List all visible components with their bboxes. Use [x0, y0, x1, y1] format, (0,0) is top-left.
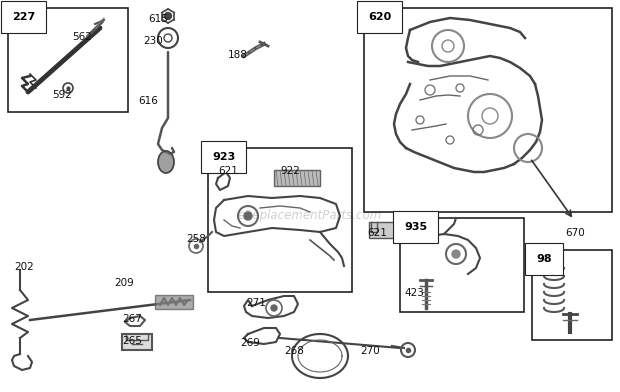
Bar [274, 170, 320, 186]
Text: 620: 620 [368, 12, 391, 22]
Bar [122, 334, 152, 350]
Text: 423: 423 [404, 288, 424, 298]
Bar [8, 8, 128, 112]
Text: 227: 227 [12, 12, 35, 22]
Ellipse shape [158, 151, 174, 173]
Circle shape [271, 305, 277, 311]
Text: 922: 922 [280, 166, 300, 176]
Text: 616: 616 [138, 96, 158, 106]
Text: 615: 615 [148, 14, 168, 24]
Bar [364, 8, 612, 212]
Text: 592: 592 [52, 90, 72, 100]
Text: 202: 202 [14, 262, 33, 272]
Text: 230: 230 [143, 36, 162, 46]
Text: 265: 265 [122, 336, 142, 346]
Circle shape [164, 13, 172, 20]
Circle shape [452, 250, 460, 258]
Text: 270: 270 [360, 346, 379, 356]
Text: 935: 935 [404, 222, 427, 232]
Bar [155, 295, 193, 309]
Text: 268: 268 [284, 346, 304, 356]
Text: 621: 621 [218, 166, 238, 176]
Bar [400, 218, 524, 312]
Text: 271: 271 [246, 298, 266, 308]
Text: 209: 209 [114, 278, 134, 288]
Bar [532, 250, 612, 340]
Bar [208, 148, 352, 292]
Text: 267: 267 [122, 314, 142, 324]
Text: eReplacementParts.com: eReplacementParts.com [238, 209, 382, 222]
Bar [369, 222, 397, 238]
Circle shape [244, 212, 252, 220]
Text: 98: 98 [536, 254, 552, 264]
Text: 670: 670 [565, 228, 585, 238]
Text: 269: 269 [240, 338, 260, 348]
Text: 258: 258 [186, 234, 206, 244]
Text: 188: 188 [228, 50, 248, 60]
Text: 562: 562 [72, 32, 92, 42]
Text: 923: 923 [212, 152, 235, 162]
Text: 621: 621 [367, 228, 387, 238]
